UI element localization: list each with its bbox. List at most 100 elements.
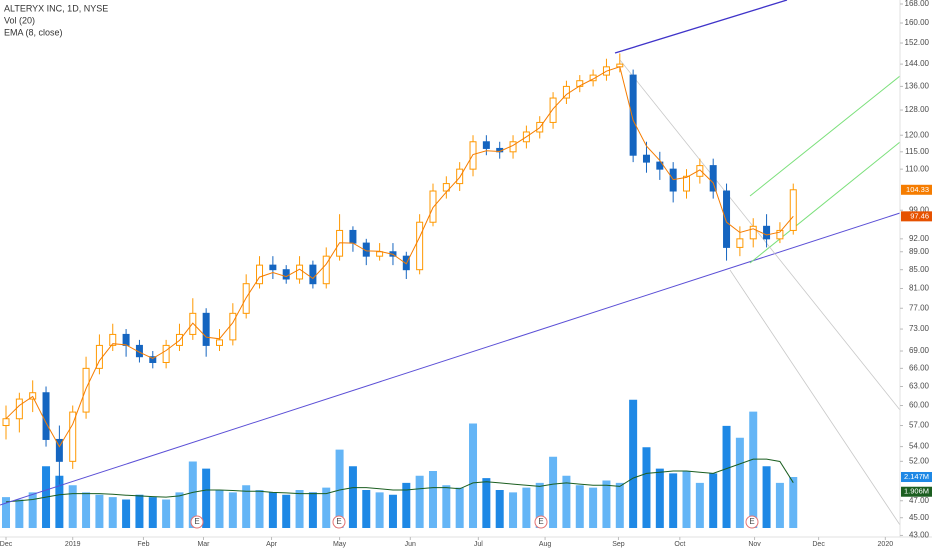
volume-bar — [375, 492, 384, 528]
y-tick-label: 43.00 — [909, 531, 930, 540]
ema-tag: 97.46 — [910, 211, 929, 220]
ema-line — [5, 66, 794, 448]
candle-body — [15, 398, 23, 420]
earnings-label: E — [749, 517, 754, 526]
earnings-marker[interactable] — [534, 515, 548, 529]
y-tick-label: 85.00 — [909, 265, 930, 274]
x-tick-label: Nov — [748, 541, 761, 548]
volume-bar — [615, 482, 624, 528]
candle-body — [69, 411, 77, 462]
candle-body — [429, 190, 437, 223]
volume-bar — [122, 499, 131, 528]
x-tick-label: 2019 — [65, 541, 81, 548]
y-tick-label: 47.00 — [909, 496, 930, 505]
y-tick-label: 128.00 — [905, 105, 930, 114]
earnings-marker[interactable] — [745, 515, 759, 529]
legend-entry[interactable]: EMA (8, close) — [4, 27, 63, 37]
y-tick-label: 99.00 — [909, 205, 930, 214]
volume-bar — [522, 487, 531, 528]
x-tick-label: 2020 — [878, 541, 894, 548]
x-tick-label: Jun — [405, 541, 416, 548]
volume-bar — [602, 480, 611, 528]
volume-bar — [735, 437, 744, 528]
close-tag: 104.33 — [906, 185, 929, 194]
volume-bar — [535, 482, 544, 528]
candle-body — [642, 154, 650, 163]
earnings-label: E — [538, 517, 543, 526]
candle-body — [416, 221, 424, 271]
candle-body — [482, 141, 490, 149]
volume-bar — [255, 490, 264, 528]
candle-body — [82, 367, 90, 413]
candle-body — [122, 333, 130, 346]
volume-bar — [669, 473, 678, 528]
volume-ma-tag: 1.906M — [904, 487, 929, 496]
volume-bar — [242, 485, 251, 528]
candle-body — [456, 168, 464, 185]
volume-bar — [682, 471, 691, 528]
volume-bar — [108, 497, 117, 528]
volume-bar — [82, 492, 91, 528]
volume-bar — [589, 487, 598, 528]
volume-bar — [295, 490, 304, 528]
volume-bar — [455, 487, 464, 528]
candle-body — [349, 229, 357, 244]
candle-body — [656, 161, 664, 170]
volume-bar — [655, 468, 664, 528]
volume-bar — [335, 449, 344, 528]
volume-bar — [202, 468, 211, 528]
y-tick-label: 136.00 — [905, 82, 930, 91]
volume-bar — [268, 492, 277, 528]
channel-line — [749, 137, 906, 264]
y-tick-label: 92.00 — [909, 234, 930, 243]
y-tick-label: 89.00 — [909, 247, 930, 256]
volume-bar — [322, 487, 331, 528]
close-tag-box — [901, 184, 932, 195]
y-tick-label: 60.00 — [909, 401, 930, 410]
trend-line — [614, 0, 788, 54]
x-tick-label: May — [333, 541, 347, 548]
volume-tag: 2.147M — [904, 472, 929, 481]
candle-body — [763, 225, 771, 240]
candle-body — [709, 165, 717, 192]
volume-pane — [2, 399, 798, 528]
candle-body — [215, 339, 223, 346]
volume-bar — [148, 497, 157, 528]
volume-ma-line — [5, 458, 794, 503]
legend-entry[interactable]: Vol (20) — [4, 15, 35, 25]
x-tick-label: Feb — [137, 541, 149, 548]
volume-tag-box — [901, 472, 932, 483]
x-tick-label: Mar — [197, 541, 210, 548]
y-tick-label: 152.00 — [905, 38, 930, 47]
candle-body — [296, 264, 304, 280]
volume-bar — [348, 466, 357, 528]
volume-bar — [362, 490, 371, 528]
volume-bar — [495, 490, 504, 528]
earnings-marker[interactable] — [190, 515, 204, 529]
candle-body — [549, 97, 557, 123]
earnings-marker[interactable] — [332, 515, 346, 529]
y-tick-label: 73.00 — [909, 324, 930, 333]
x-tick-label: Apr — [266, 541, 278, 548]
volume-bar — [55, 475, 64, 528]
ema-tag-box — [901, 211, 932, 222]
x-tick-label: Dec — [0, 541, 13, 548]
candle-body — [162, 344, 170, 363]
volume-bar — [789, 477, 798, 528]
y-tick-label: 52.00 — [909, 456, 930, 465]
candle-body — [149, 356, 157, 363]
candle-body — [2, 418, 10, 427]
drawings — [0, 0, 932, 526]
y-tick-label: 45.00 — [909, 513, 930, 522]
candle-body — [723, 190, 731, 248]
y-tick-label: 54.00 — [909, 442, 930, 451]
candle-body — [269, 264, 277, 271]
earnings-label: E — [336, 517, 341, 526]
volume-bar — [775, 482, 784, 528]
volume-bar — [162, 499, 171, 528]
candle-body — [202, 312, 210, 346]
candle-body — [589, 74, 597, 82]
x-tick-label: Aug — [539, 541, 552, 548]
